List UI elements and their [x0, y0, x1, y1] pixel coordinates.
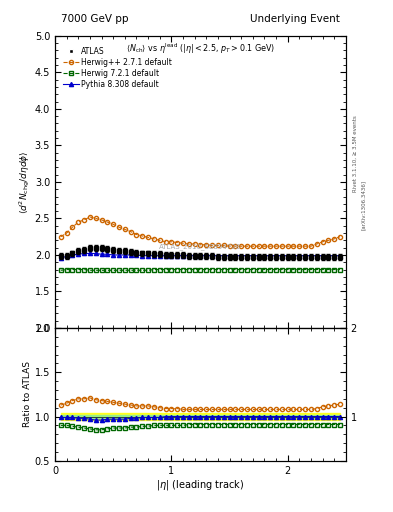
- Legend: ATLAS, Herwig++ 2.7.1 default, Herwig 7.2.1 default, Pythia 8.308 default: ATLAS, Herwig++ 2.7.1 default, Herwig 7.…: [62, 46, 173, 90]
- Text: Underlying Event: Underlying Event: [250, 14, 340, 24]
- Y-axis label: $\langle d^2 N_{\rm chg}/d\eta d\phi \rangle$: $\langle d^2 N_{\rm chg}/d\eta d\phi \ra…: [17, 150, 32, 214]
- Text: 7000 GeV pp: 7000 GeV pp: [61, 14, 129, 24]
- Text: ATLAS_2010_S8894728: ATLAS_2010_S8894728: [160, 243, 241, 249]
- X-axis label: $|\eta|$ (leading track): $|\eta|$ (leading track): [156, 478, 245, 493]
- Text: [arXiv:1306.3436]: [arXiv:1306.3436]: [361, 180, 366, 230]
- Text: $\langle N_{\rm ch}\rangle$ vs $\eta^{\rm lead}$ ($|\eta| < 2.5$, $p_T > 0.1$ Ge: $\langle N_{\rm ch}\rangle$ vs $\eta^{\r…: [126, 41, 275, 56]
- Text: Rivet 3.1.10, ≥ 3.5M events: Rivet 3.1.10, ≥ 3.5M events: [353, 115, 358, 192]
- Y-axis label: Ratio to ATLAS: Ratio to ATLAS: [23, 361, 32, 428]
